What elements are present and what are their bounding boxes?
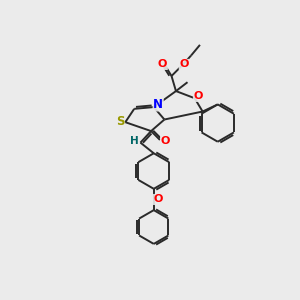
Text: S: S (116, 115, 124, 128)
Text: O: O (194, 92, 203, 101)
Text: O: O (154, 194, 163, 205)
Text: O: O (160, 136, 170, 146)
Text: H: H (130, 136, 139, 146)
Text: O: O (158, 59, 167, 69)
Text: N: N (153, 98, 163, 111)
Text: O: O (179, 59, 189, 69)
